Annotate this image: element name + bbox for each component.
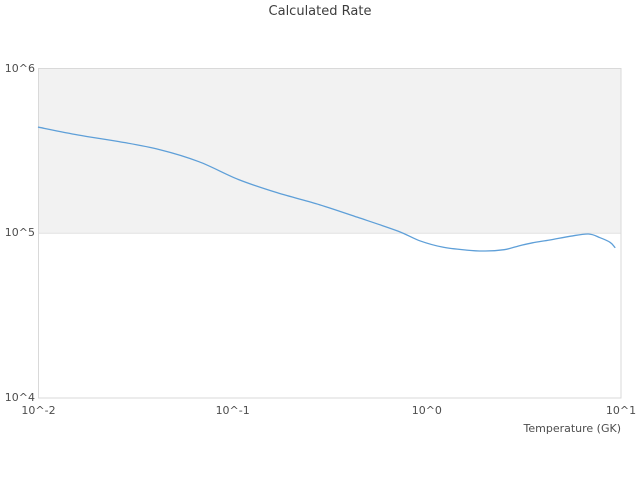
chart-title: Calculated Rate <box>268 4 372 19</box>
x-tick-label: 10^1 <box>605 404 637 417</box>
y-tick-label: 10^5 <box>4 226 35 240</box>
x-tick-label: 10^-1 <box>215 404 250 417</box>
x-tick-label: 10^0 <box>411 404 442 417</box>
rate-curve <box>37 126 616 252</box>
x-axis-title: Temperature (GK) <box>523 422 622 435</box>
plot-area-border <box>38 68 622 399</box>
shaded-band <box>38 68 621 234</box>
x-tick-label: 10^-2 <box>21 404 56 417</box>
y-tick-label: 10^4 <box>4 391 35 404</box>
y-tick-label: 10^6 <box>4 61 35 75</box>
